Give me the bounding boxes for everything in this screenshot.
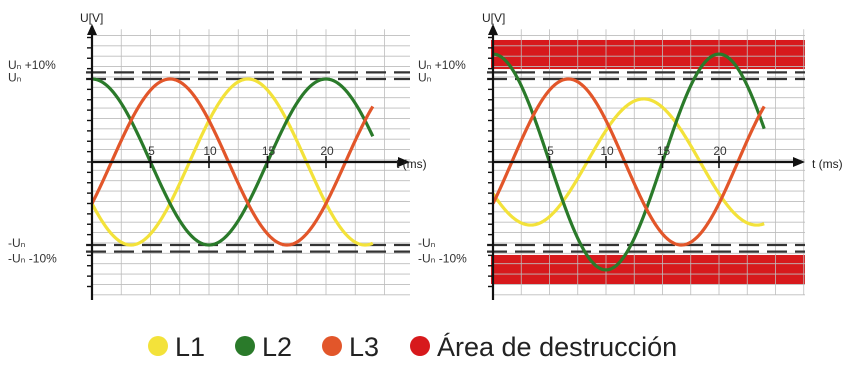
legend-label-2: L2 [262, 332, 292, 362]
x-tick-label: 15 [657, 144, 671, 158]
chart-normal: 5 10 15 20 U[V] t (ms) Uₙ +10%Uₙ -Uₙ-Uₙ -10% [8, 11, 427, 300]
x-axis-arrow [398, 157, 410, 167]
destruction-band-top [491, 39, 805, 70]
chart-destruction: 5 10 15 20 U[V] t (ms) Uₙ +10%Uₙ -Uₙ-Uₙ -10% [418, 11, 843, 300]
level-label-un-plus: Uₙ +10% [418, 58, 466, 72]
y-axis-label: U[V] [482, 11, 505, 25]
series-line-l3 [491, 77, 766, 247]
grid [92, 29, 410, 296]
level-label-un-minus-10: -Uₙ -10% [418, 251, 467, 265]
x-tick-label: 20 [713, 144, 727, 158]
legend-label-3: L3 [349, 332, 379, 362]
level-label-un: Uₙ [418, 70, 432, 84]
level-label-un-minus-10: -Uₙ -10% [8, 251, 57, 265]
legend-swatch-2 [235, 336, 255, 356]
legend-swatch-3 [322, 336, 342, 356]
legend-swatch-1 [148, 336, 168, 356]
level-label-un-minus: -Uₙ [418, 236, 436, 250]
level-label-un: Uₙ [8, 70, 22, 84]
x-tick-label: 10 [203, 144, 217, 158]
series-line-l1 [491, 97, 765, 227]
legend-label-1: L1 [175, 332, 205, 362]
legend: L1 L2 L3 Área de destrucción [148, 332, 677, 362]
x-tick-label: 20 [320, 144, 334, 158]
legend-label-4: Área de destrucción [437, 332, 677, 362]
y-axis-label: U[V] [80, 11, 103, 25]
x-tick-label: 5 [148, 144, 155, 158]
legend-swatch-4 [410, 336, 430, 356]
series-line-l2 [91, 77, 375, 247]
level-label-un-minus: -Uₙ [8, 236, 26, 250]
x-tick-label: 10 [600, 144, 614, 158]
series-line-l2 [492, 52, 766, 272]
y-axis-arrow [488, 24, 498, 35]
x-axis-arrow [793, 157, 805, 167]
x-axis-label: t (ms) [812, 157, 843, 171]
y-axis-arrow [87, 24, 97, 35]
series-line-l3 [90, 77, 375, 247]
level-label-un-plus: Uₙ +10% [8, 58, 56, 72]
x-tick-label: 15 [262, 144, 276, 158]
x-tick-label: 5 [547, 144, 554, 158]
destruction-band-bottom [491, 254, 805, 285]
x-axis-label: t (ms) [396, 157, 427, 171]
